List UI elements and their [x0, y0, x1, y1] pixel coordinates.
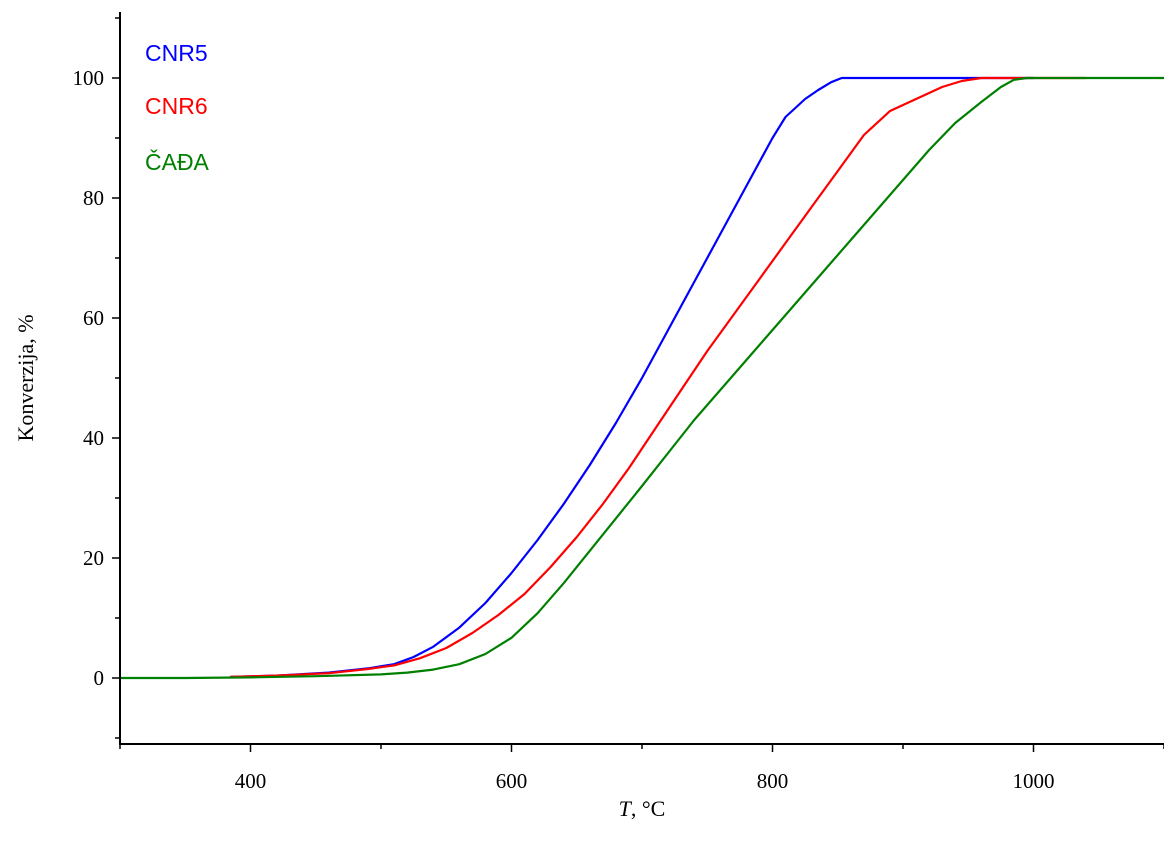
- series-line-0: [229, 76, 1035, 678]
- y-tick-label-80: 80: [83, 186, 104, 210]
- legend: CNR5 CNR6 ČAĐA: [145, 40, 210, 175]
- series-layer: [118, 76, 1164, 680]
- y-tick-label-0: 0: [94, 666, 105, 690]
- x-tick-label-1000: 1000: [1013, 769, 1055, 793]
- y-tick-label-20: 20: [83, 546, 104, 570]
- x-axis-title: T, °C: [619, 796, 666, 821]
- x-tick-label-400: 400: [235, 769, 267, 793]
- x-axis-title-italic: T: [619, 796, 633, 821]
- legend-label-cada: ČAĐA: [145, 148, 210, 175]
- y-axis-title: Konverzija, %: [13, 314, 38, 441]
- legend-label-cnr6: CNR6: [145, 93, 208, 119]
- x-tick-label-600: 600: [496, 769, 528, 793]
- ticks-layer: 400 600 800 1000 0 20 40 60 80 100: [73, 17, 1164, 793]
- x-tick-label-800: 800: [757, 769, 789, 793]
- legend-label-cnr5: CNR5: [145, 40, 208, 66]
- series-line-2: [118, 76, 1164, 680]
- y-tick-label-100: 100: [73, 66, 105, 90]
- y-tick-label-60: 60: [83, 306, 104, 330]
- x-axis-title-unit: , °C: [631, 796, 665, 821]
- series-line-1: [229, 76, 1087, 678]
- y-tick-label-40: 40: [83, 426, 104, 450]
